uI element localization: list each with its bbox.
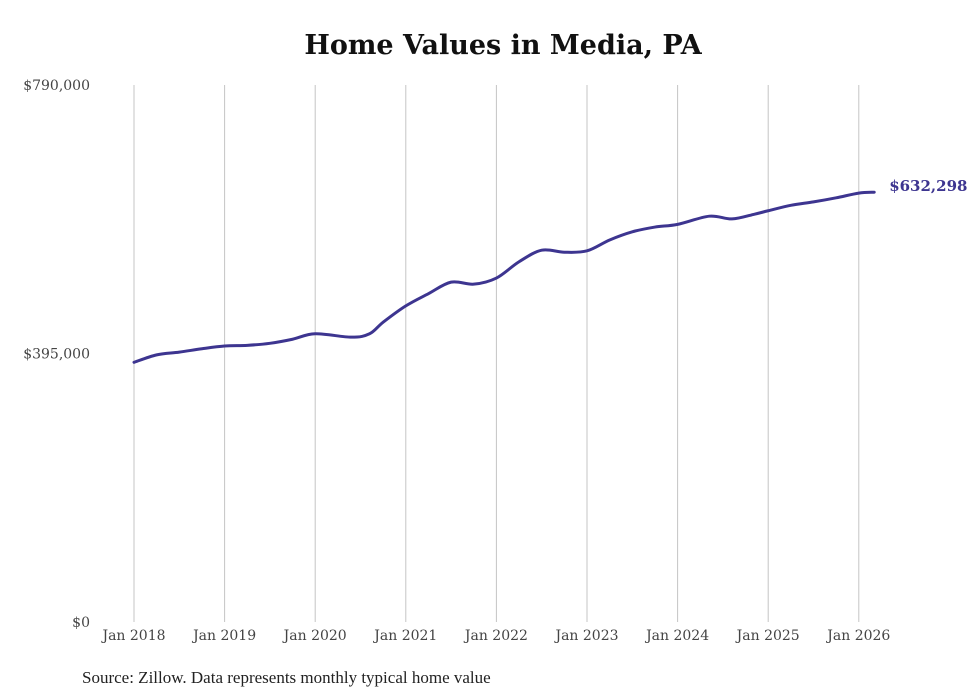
- x-tick-label: Jan 2019: [191, 628, 256, 644]
- grid-lines: [133, 85, 860, 622]
- series-line: [132, 190, 876, 364]
- y-tick-label: $0: [72, 615, 90, 631]
- end-value-label: $632,298: [889, 177, 967, 195]
- x-tick-label: Jan 2021: [372, 628, 437, 644]
- x-tick-label: Jan 2022: [463, 628, 528, 644]
- chart-title: Home Values in Media, PA: [304, 30, 702, 61]
- x-tick-label: Jan 2025: [735, 628, 800, 644]
- x-axis: Jan 2018 Jan 2019 Jan 2020 Jan 2021 Jan 2022…: [100, 628, 890, 644]
- x-tick-label: Jan 2023: [553, 628, 618, 644]
- x-tick-label: Jan 2026: [825, 628, 890, 644]
- y-tick-label: $790,000: [23, 78, 90, 94]
- source-note: Source: Zillow. Data represents monthly …: [82, 668, 491, 687]
- x-tick-label: Jan 2024: [644, 628, 709, 644]
- x-tick-label: Jan 2020: [282, 628, 347, 644]
- y-axis: $0 $395,000 $790,000: [23, 78, 90, 631]
- x-tick-label: Jan 2018: [100, 628, 165, 644]
- y-tick-label: $395,000: [23, 347, 90, 363]
